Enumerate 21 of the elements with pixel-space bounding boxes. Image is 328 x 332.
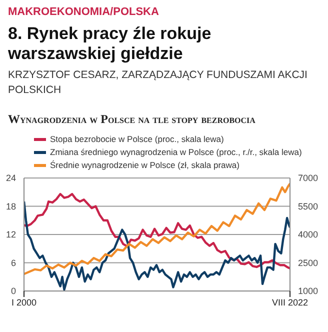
- text: KRZYSZTOF CESARZ, ZARZĄDZAJĄCY FUNDUSZAMI AKCJI POLSKICH: [8, 68, 308, 98]
- legend-label: Zmiana średniego wynagrodzenia w Polsce (proc., r./r., skala lewa): [50, 146, 302, 159]
- line-series: [24, 192, 290, 270]
- legend-label: Stopa bezrobocie w Polsce (proc., skala lewa): [50, 133, 224, 146]
- y-tick-label: 18: [6, 201, 16, 212]
- y-tick-label: 6: [10, 258, 16, 268]
- y2-tick-label: 4000: [298, 230, 318, 240]
- x-tick-label: I 2000: [11, 297, 37, 308]
- y-tick-label: 24: [6, 173, 16, 184]
- chart-title: Wynagrodzenia w Polsce na tle stopy bezrobocia: [7, 112, 256, 128]
- x-tick-label: VIII 2022: [272, 297, 308, 308]
- text: MAKROEKONOMIA/POLSKA: [8, 6, 160, 18]
- y-tick-label: 0: [10, 286, 16, 296]
- y2-tick-label: 2500: [298, 258, 318, 268]
- y2-tick-label: 1000: [298, 286, 318, 296]
- text: 8. Rynek pracy źle rokuje warszawskiej giełdzie: [8, 24, 212, 64]
- y2-tick-label: 7000: [298, 173, 318, 184]
- line-series: [24, 182, 290, 276]
- y-tick-label: 12: [6, 230, 16, 240]
- y2-tick-label: 5500: [298, 201, 318, 212]
- legend-label: Średnie wynagrodzenie w Polsce (zł, skala prawa): [50, 159, 240, 172]
